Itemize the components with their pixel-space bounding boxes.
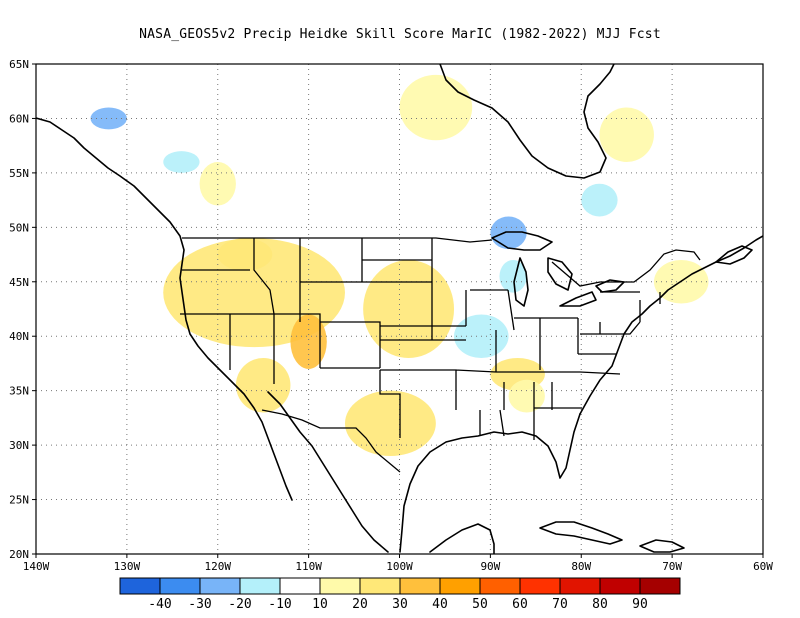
colorbar-swatch-2 xyxy=(199,577,241,595)
skill-region-5 xyxy=(344,390,436,457)
lon-label-8: 60W xyxy=(753,560,773,573)
skill-region-11 xyxy=(599,107,654,162)
lake-erie xyxy=(559,291,597,307)
colorbar-label-3: -10 xyxy=(268,597,291,612)
colorbar-label-12: 90 xyxy=(632,597,648,612)
gulf-coastline xyxy=(399,413,581,553)
lon-label-7: 70W xyxy=(662,560,682,573)
lake-michigan xyxy=(513,257,529,307)
colorbar-label-5: 20 xyxy=(352,597,368,612)
lon-label-6: 80W xyxy=(571,560,591,573)
colorbar-label-7: 40 xyxy=(432,597,448,612)
colorbar-swatch-7 xyxy=(399,577,441,595)
colorbar-swatch-6 xyxy=(359,577,401,595)
hispaniola-coastline xyxy=(639,539,685,553)
lon-label-3: 110W xyxy=(295,560,322,573)
lon-label-5: 90W xyxy=(480,560,500,573)
colorbar: -40 -30 -20 -10 10 20 30 40 50 60 70 80 90 xyxy=(119,577,681,612)
lat-label-7: 30N xyxy=(9,439,29,452)
lat-label-5: 40N xyxy=(9,330,29,343)
colorbar-label-1: -30 xyxy=(188,597,211,612)
colorbar-label-8: 50 xyxy=(472,597,488,612)
colorbar-label-6: 30 xyxy=(392,597,408,612)
lat-label-1: 60N xyxy=(9,112,29,125)
skill-region-1 xyxy=(363,260,455,358)
lon-label-0: 140W xyxy=(23,560,50,573)
lake-ontario xyxy=(595,279,625,293)
colorbar-swatch-10 xyxy=(519,577,561,595)
lat-label-2: 55N xyxy=(9,167,29,180)
colorbar-label-10: 70 xyxy=(552,597,568,612)
skill-region-10 xyxy=(399,74,473,141)
colorbar-label-2: -20 xyxy=(228,597,251,612)
lat-label-6: 35N xyxy=(9,385,29,398)
nova-scotia-coastline xyxy=(715,245,753,265)
skill-region-2 xyxy=(290,314,327,369)
skill-region-15 xyxy=(90,107,127,130)
colorbar-swatch-8 xyxy=(439,577,481,595)
skill-region-3 xyxy=(217,238,273,271)
colorbar-swatch-13 xyxy=(639,577,681,595)
colorbar-swatch-11 xyxy=(559,577,601,595)
colorbar-swatch-12 xyxy=(599,577,641,595)
colorbar-label-9: 60 xyxy=(512,597,528,612)
pacific-coastline xyxy=(36,117,293,501)
yucatan-coastline xyxy=(429,523,495,554)
colorbar-swatch-5 xyxy=(319,577,361,595)
colorbar-swatch-0 xyxy=(119,577,161,595)
hudson-bay-coastline xyxy=(439,64,615,179)
political-borders xyxy=(180,237,701,473)
skill-region-17 xyxy=(581,183,618,217)
colorbar-swatch-1 xyxy=(159,577,201,595)
colorbar-label-11: 80 xyxy=(592,597,608,612)
colorbar-label-4: 10 xyxy=(312,597,328,612)
lat-label-0: 65N xyxy=(9,58,29,71)
lat-label-3: 50N xyxy=(9,221,29,234)
us-mexico-border xyxy=(261,409,401,473)
state-lines xyxy=(180,238,661,440)
lon-label-4: 100W xyxy=(386,560,413,573)
skill-region-7 xyxy=(508,379,545,413)
grid-lines xyxy=(36,64,763,554)
colorbar-swatch-9 xyxy=(479,577,521,595)
skill-region-4 xyxy=(235,358,291,413)
colorbar-label-0: -40 xyxy=(148,597,171,612)
lake-huron xyxy=(547,257,573,291)
lat-label-9: 20N xyxy=(9,548,29,561)
lon-label-1: 130W xyxy=(114,560,141,573)
us-canada-border xyxy=(182,237,701,287)
skill-region-13 xyxy=(499,260,527,293)
map-title: NASA_GEOS5v2 Precip Heidke Skill Score M… xyxy=(139,27,661,42)
colorbar-swatch-3 xyxy=(239,577,281,595)
lake-superior xyxy=(491,231,553,251)
lat-label-4: 45N xyxy=(9,276,29,289)
cuba-coastline xyxy=(539,521,623,545)
colorbar-swatch-4 xyxy=(279,577,321,595)
lat-label-8: 25N xyxy=(9,494,29,507)
lon-label-2: 120W xyxy=(205,560,232,573)
skill-region-16 xyxy=(163,151,200,173)
